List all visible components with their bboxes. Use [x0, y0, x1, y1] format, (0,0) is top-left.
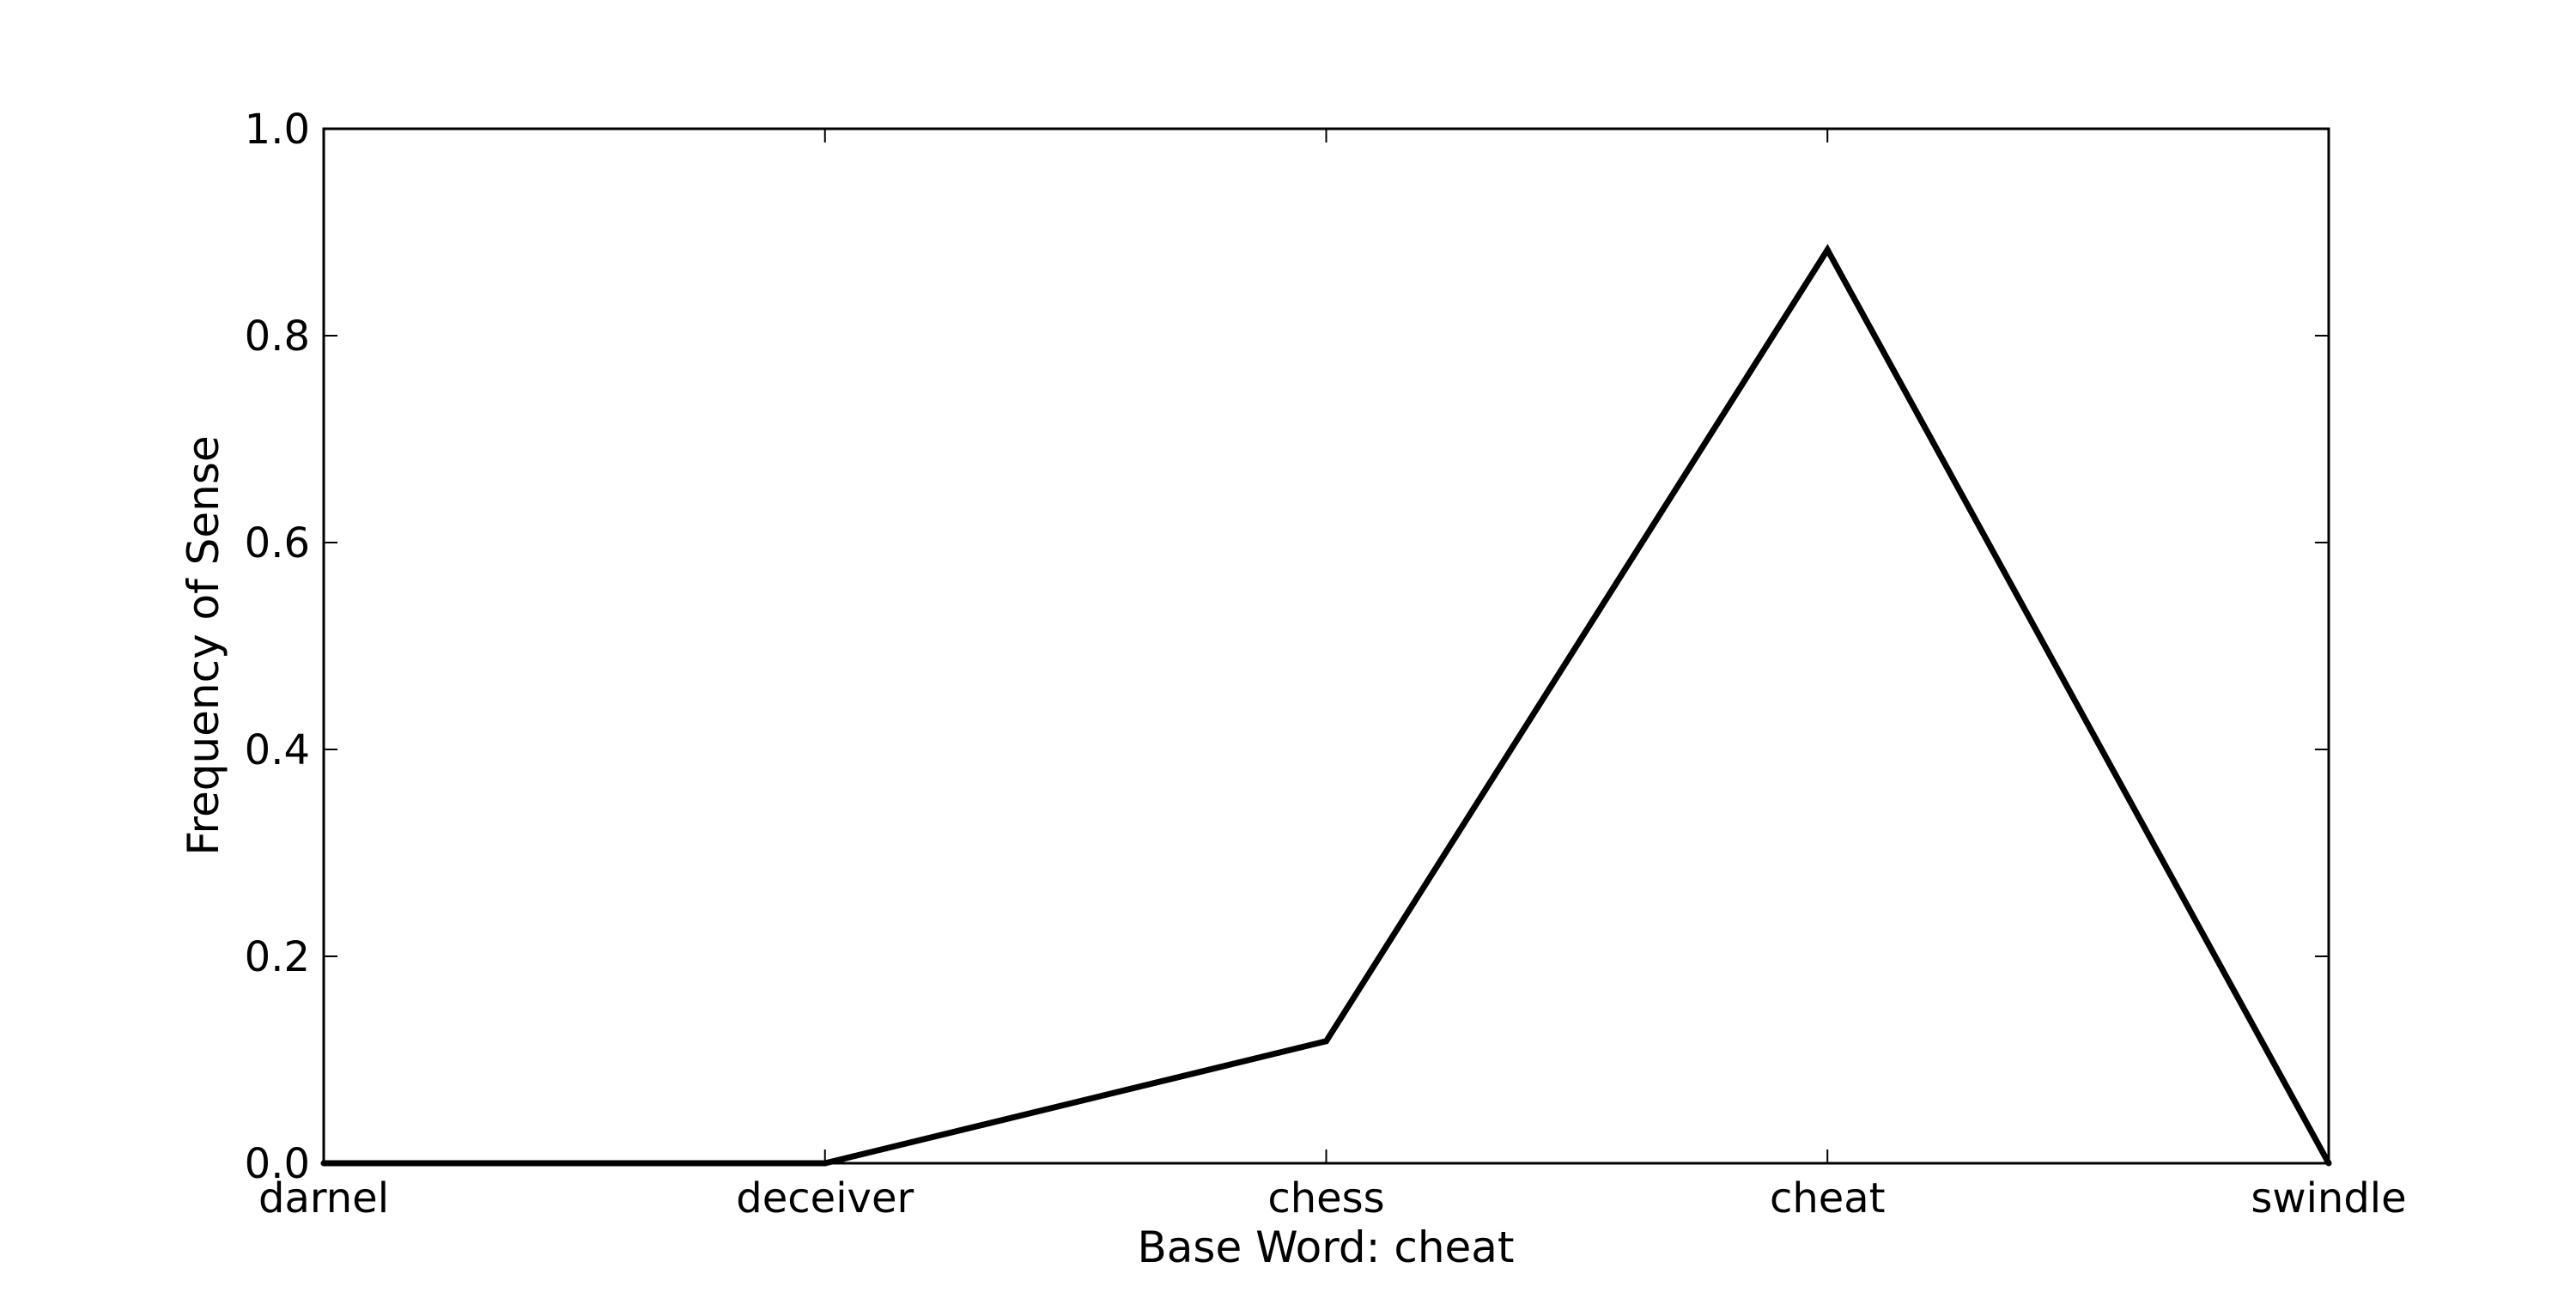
y-tick-label: 0.0: [245, 1140, 310, 1188]
y-tick-label: 0.8: [245, 312, 310, 361]
y-tick-labels: 0.0 0.2 0.4 0.6 0.8 1.0: [245, 106, 310, 1188]
y-tick-label: 0.6: [245, 519, 310, 567]
x-tick-label: chess: [1267, 1174, 1384, 1222]
y-tick-label: 1.0: [245, 106, 310, 154]
data-point: [1323, 1038, 1329, 1045]
x-tick-label: cheat: [1770, 1174, 1886, 1222]
x-axis-label: Base Word: cheat: [1137, 1222, 1514, 1272]
x-tick-label: swindle: [2251, 1174, 2406, 1222]
plot-frame: [322, 127, 2330, 1165]
plot-area: [324, 129, 2329, 1163]
y-tick-label: 0.2: [245, 933, 310, 981]
x-tick-label: darnel: [258, 1174, 389, 1222]
y-axis-label: Frequency of Sense: [179, 435, 228, 855]
y-tick-label: 0.4: [245, 726, 310, 774]
x-tick-label: deceiver: [736, 1174, 914, 1222]
data-point: [1824, 246, 1831, 253]
x-tick-labels: darnel deceiver chess cheat swindle: [258, 1174, 2407, 1222]
